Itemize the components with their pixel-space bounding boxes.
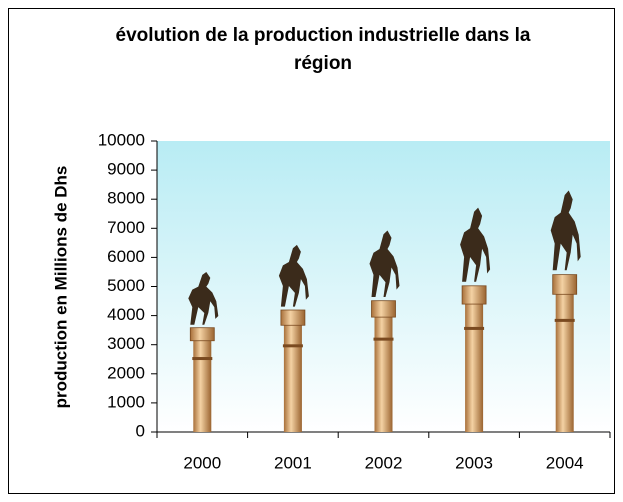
bar-capital <box>461 285 487 305</box>
bar-horse <box>369 230 400 298</box>
bar-capital <box>552 274 578 295</box>
bar-capital <box>189 327 215 342</box>
bar <box>188 271 219 432</box>
bar-band <box>192 357 213 361</box>
y-tick-label: 8000 <box>107 189 145 208</box>
x-tick-label: 2001 <box>274 453 312 472</box>
chart-title: évolution de la production industrielle … <box>115 25 531 74</box>
x-tick-label: 2000 <box>183 453 221 472</box>
y-tick-label: 7000 <box>107 218 145 237</box>
bar-band <box>373 337 394 341</box>
y-tick-label: 3000 <box>107 334 145 353</box>
bar <box>369 230 400 432</box>
x-tick-label: 2002 <box>365 453 403 472</box>
bar-column <box>283 310 302 432</box>
y-tick-label: 0 <box>136 421 145 440</box>
y-axis-label: production en Millions de Dhs <box>51 166 70 409</box>
bar-horse <box>460 207 491 282</box>
bar <box>550 190 581 432</box>
y-tick-label: 2000 <box>107 363 145 382</box>
bar <box>460 207 491 432</box>
y-tick-label: 1000 <box>107 392 145 411</box>
bar-horse <box>278 244 309 307</box>
y-tick-label: 10000 <box>98 130 145 149</box>
bar-column <box>193 327 212 432</box>
bar-horse <box>550 190 581 271</box>
y-tick-label: 9000 <box>107 160 145 179</box>
bar-column <box>555 274 574 432</box>
bar-band <box>282 344 303 348</box>
bar <box>278 244 309 432</box>
x-tick-label: 2004 <box>546 453 584 472</box>
x-tick-label: 2003 <box>455 453 493 472</box>
bar-band <box>464 326 485 330</box>
bar-capital <box>280 309 306 326</box>
bar-horse <box>188 271 219 325</box>
y-tick-label: 6000 <box>107 247 145 266</box>
bar-column <box>374 300 393 432</box>
bar-column <box>465 285 484 432</box>
y-tick-label: 4000 <box>107 305 145 324</box>
bar-band <box>554 318 575 322</box>
y-tick-label: 5000 <box>107 276 145 295</box>
bar-capital <box>371 300 396 318</box>
